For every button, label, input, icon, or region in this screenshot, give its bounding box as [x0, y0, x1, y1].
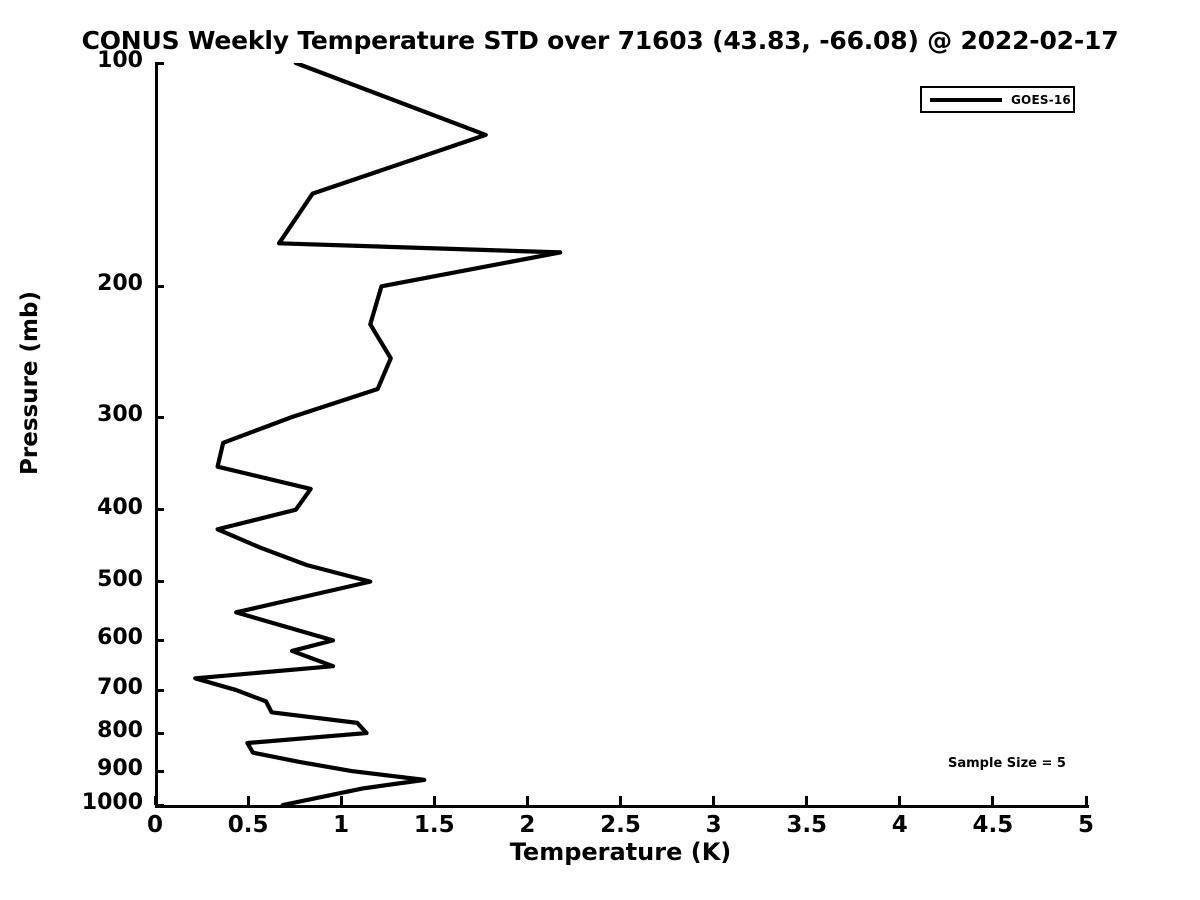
legend: GOES-16: [920, 86, 1075, 113]
y-axis-tick-label: 1000: [81, 790, 143, 815]
x-axis-tick: [619, 796, 622, 805]
x-axis-tick-label: 3: [705, 812, 722, 838]
x-axis-tick: [246, 796, 250, 805]
x-axis-tick-label: 3.5: [786, 812, 828, 838]
x-axis-tick: [432, 796, 436, 805]
x-axis-tick-label: 1: [333, 812, 350, 838]
y-axis-tick: [155, 638, 164, 642]
y-axis-tick-label: 900: [97, 756, 143, 782]
y-axis-tick: [155, 508, 164, 512]
x-axis-tick-label: 4: [891, 812, 908, 838]
y-axis-tick: [155, 688, 164, 692]
data-line-svg: [193, 63, 563, 805]
y-axis-title: Pressure (mb): [17, 291, 43, 475]
y-axis-tick: [155, 580, 164, 584]
y-axis-tick-label: 200: [97, 271, 143, 297]
x-axis-tick: [898, 796, 902, 805]
y-axis-tick-label: 500: [97, 566, 143, 592]
y-axis-tick-label: 300: [97, 402, 143, 428]
x-axis-tick: [991, 796, 995, 805]
x-axis-tick: [712, 796, 716, 805]
y-axis-tick-label: 600: [97, 625, 143, 651]
plot-area: [155, 63, 1089, 808]
x-axis-tick-label: 2.5: [600, 812, 641, 838]
legend-label-goes-16: GOES-16: [1011, 92, 1071, 107]
y-axis-tick: [155, 731, 164, 735]
x-axis-tick: [805, 796, 809, 805]
x-axis-tick-label: 2: [519, 812, 536, 838]
x-axis-title: Temperature (K): [509, 838, 732, 866]
y-axis-tick-label: 700: [97, 675, 143, 701]
y-axis-tick: [155, 415, 164, 419]
y-axis-tick: [155, 769, 164, 773]
series-line-goes-16: [193, 63, 563, 805]
x-axis-tick: [153, 796, 157, 805]
x-axis-tick: [339, 796, 343, 805]
y-axis-tick-label: 100: [97, 48, 143, 73]
x-axis-tick: [1084, 796, 1088, 805]
y-axis-tick: [155, 284, 164, 288]
y-axis-tick-label: 800: [97, 718, 143, 744]
x-axis-tick: [525, 796, 529, 805]
x-axis-tick-label: 4.5: [972, 812, 1014, 838]
legend-line-swatch: [930, 97, 1002, 102]
page-title: CONUS Weekly Temperature STD over 71603 …: [81, 26, 1119, 55]
sample-size-annotation: Sample Size = 5: [948, 756, 1066, 771]
x-axis-tick-label: 0.5: [227, 812, 269, 838]
x-axis-tick-label: 0: [146, 812, 164, 838]
x-axis-tick-label: 1.5: [413, 812, 455, 838]
y-axis-tick-label: 400: [97, 494, 143, 520]
x-axis-tick-label: 5: [1077, 812, 1095, 838]
y-axis-tick: [155, 61, 164, 65]
